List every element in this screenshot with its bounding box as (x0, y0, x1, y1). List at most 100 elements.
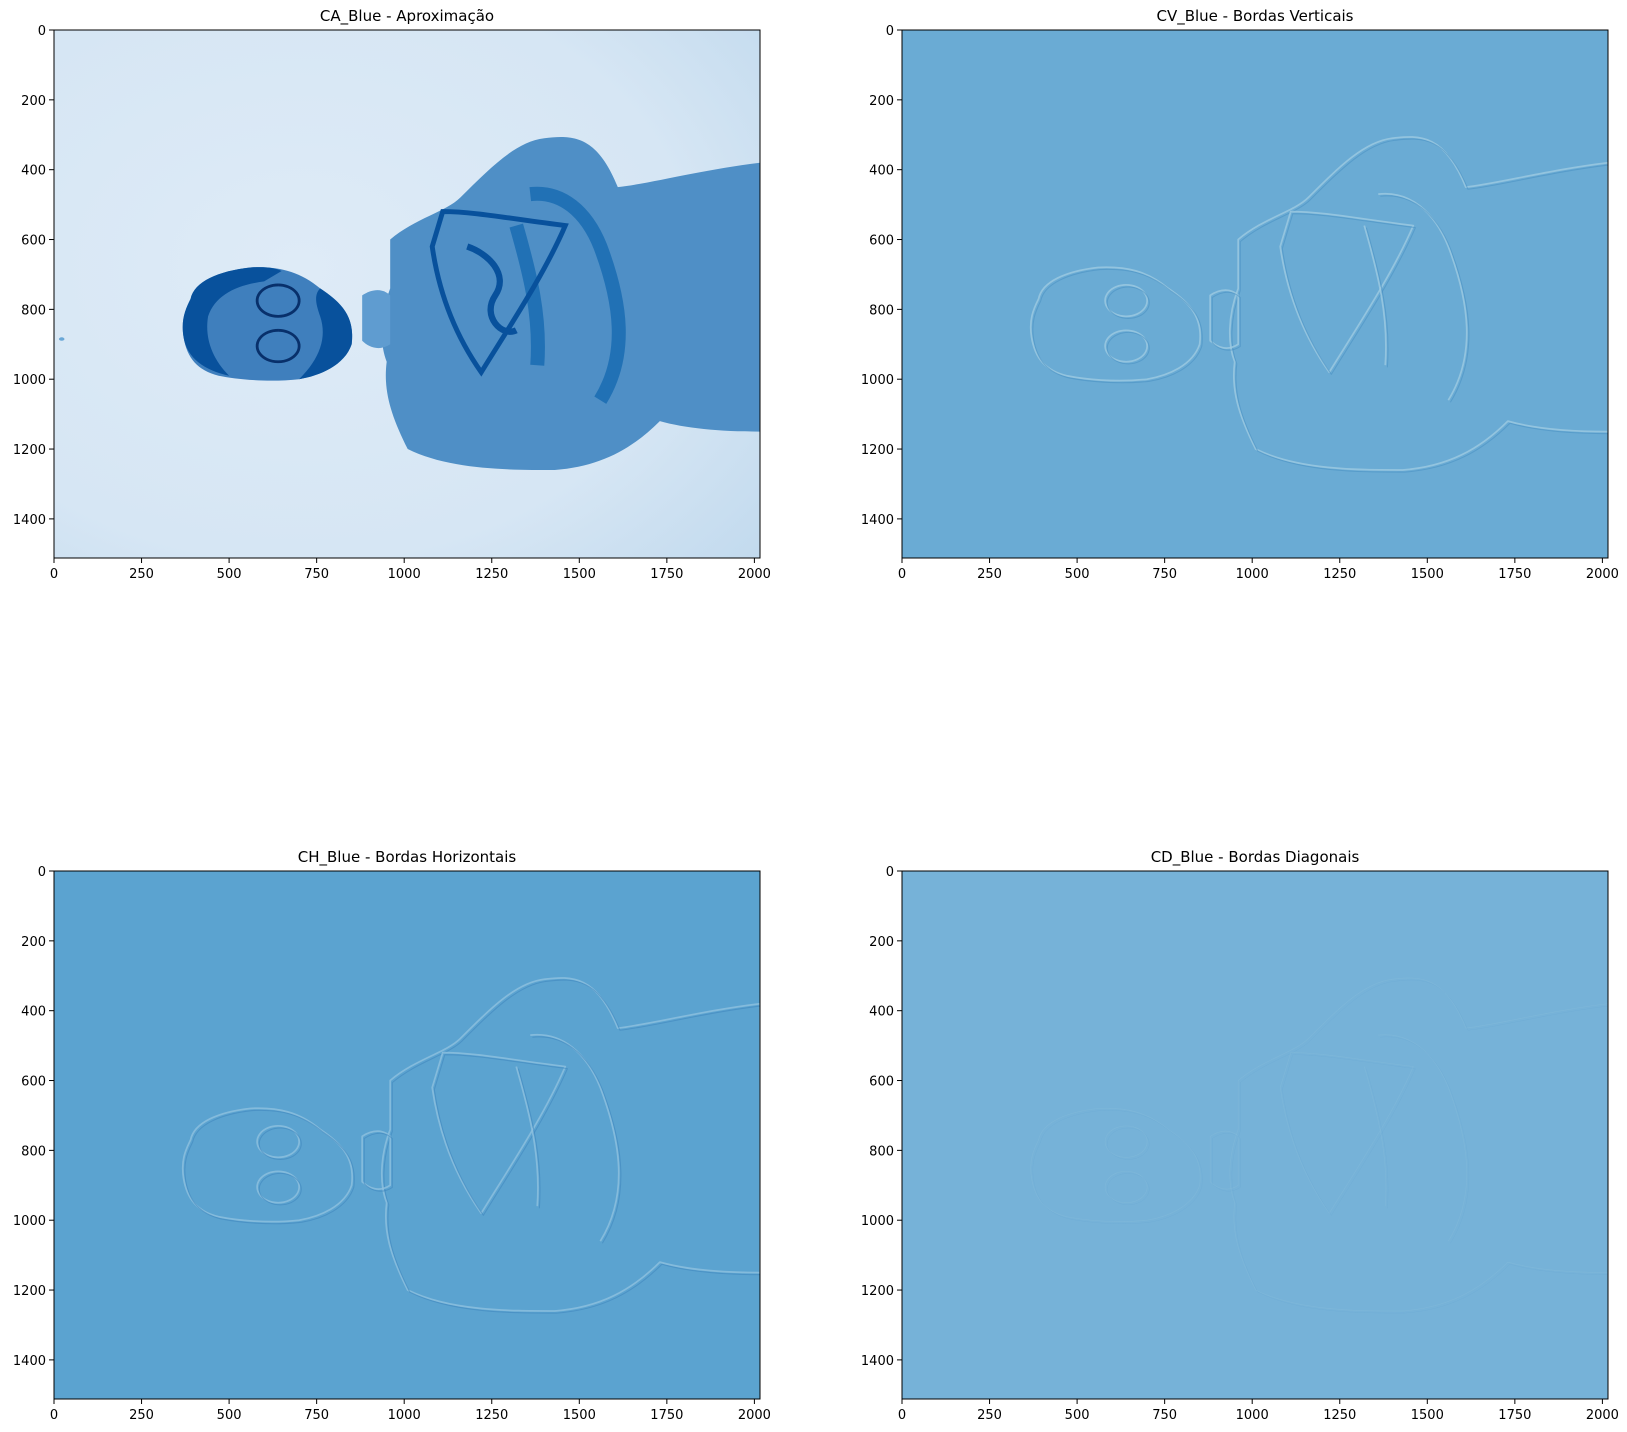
subplot-title: CA_Blue - Aproximação (320, 7, 494, 26)
edge-body (1229, 977, 1608, 1312)
image-area (54, 871, 760, 1399)
edge-neck (361, 1130, 392, 1190)
edge-body (380, 977, 760, 1312)
edge-glasses (1104, 1125, 1148, 1204)
axes-frame (53, 29, 761, 559)
x-tick-label: 1250 (1323, 1408, 1356, 1423)
y-tick-label: 400 (21, 1005, 46, 1020)
y-tick-label: 800 (21, 303, 46, 318)
y-tick-label: 1200 (13, 443, 46, 458)
y-tick-label: 0 (886, 24, 894, 39)
y-tick-label: 200 (21, 935, 46, 950)
y-tick-label: 0 (38, 24, 46, 39)
x-tick-label: 1750 (650, 567, 683, 582)
x-tick-label: 1000 (388, 1408, 421, 1423)
y-tick-label: 1400 (13, 1354, 46, 1369)
x-tick-label: 1000 (388, 567, 421, 582)
image-area (902, 871, 1608, 1399)
y-tick-label: 0 (38, 865, 46, 880)
x-tick-label: 750 (304, 1408, 329, 1423)
subject-neck (362, 290, 391, 349)
subject-arms (509, 186, 626, 404)
y-tick-label: 800 (21, 1144, 46, 1159)
subplot-diagonal-edges: 0 250 500 750 1000 1250 1500 1750 2000 0 200 400 600… (861, 848, 1619, 1423)
axes-frame (901, 870, 1609, 1400)
edge-face (1030, 1107, 1201, 1223)
x-tick-label: 1000 (1236, 567, 1269, 582)
axes-frame (53, 870, 761, 1400)
x-tick-label: 500 (1065, 567, 1090, 582)
x-tick-label: 1250 (1323, 567, 1356, 582)
edge-emblem (1279, 210, 1415, 374)
subplot-vertical-edges: 0 250 500 750 1000 1250 1500 1750 2000 0 200 400 600… (861, 7, 1619, 582)
x-tick-label: 500 (217, 1408, 242, 1423)
x-tick-label: 1750 (1498, 1408, 1531, 1423)
x-tick-label: 250 (977, 1408, 1002, 1423)
y-tick-label: 200 (21, 94, 46, 109)
image-background (902, 871, 1608, 1399)
edge-arms (1363, 192, 1468, 401)
axes-frame (901, 29, 1609, 559)
edge-face (181, 1107, 354, 1223)
x-tick-label: 1000 (1236, 1408, 1269, 1423)
x-tick-label: 250 (129, 1408, 154, 1423)
edge-face (1029, 266, 1202, 382)
y-tick-label: 800 (869, 1144, 894, 1159)
y-tick-label: 600 (21, 234, 46, 249)
y-tick-label: 0 (886, 865, 894, 880)
subplot-approximation: 0 250 500 750 1000 1250 1500 1750 2000 0 200 400 600… (13, 7, 771, 582)
y-tick-label: 400 (869, 164, 894, 179)
y-tick-label: 1400 (861, 1354, 894, 1369)
x-tick-label: 250 (129, 567, 154, 582)
y-tick-label: 600 (869, 1075, 894, 1090)
edge-emblem (1279, 1052, 1414, 1214)
image-background (54, 871, 760, 1399)
x-tick-label: 1750 (1498, 567, 1531, 582)
x-tick-label: 2000 (1586, 567, 1619, 582)
x-tick-label: 750 (1152, 1408, 1177, 1423)
edge-body (1228, 136, 1608, 471)
y-tick-label: 200 (869, 94, 894, 109)
x-tick-label: 1500 (563, 1408, 596, 1423)
y-tick-label: 1000 (13, 1214, 46, 1229)
x-tick-label: 1250 (475, 567, 508, 582)
x-tick-label: 250 (977, 567, 1002, 582)
edge-neck (1209, 289, 1240, 349)
edge-arms (1363, 1034, 1468, 1242)
subplot-title: CV_Blue - Bordas Verticais (1156, 7, 1353, 26)
subject-shirt (381, 136, 760, 470)
x-tick-label: 750 (304, 567, 329, 582)
small-speck (58, 337, 65, 341)
image-area (54, 30, 760, 558)
x-tick-label: 2000 (1586, 1408, 1619, 1423)
image-background (902, 30, 1608, 558)
x-tick-label: 2000 (738, 567, 771, 582)
image-area (902, 30, 1608, 558)
y-tick-label: 1000 (13, 373, 46, 388)
y-tick-label: 800 (869, 303, 894, 318)
subject-hair (182, 267, 282, 376)
subject-face (182, 267, 353, 381)
y-tick-label: 400 (869, 1005, 894, 1020)
subplot-title: CD_Blue - Bordas Diagonais (1151, 848, 1360, 867)
x-tick-label: 500 (1065, 1408, 1090, 1423)
edge-arms (515, 1033, 620, 1242)
y-tick-label: 1200 (861, 1284, 894, 1299)
x-tick-label: 1750 (650, 1408, 683, 1423)
x-tick-label: 1500 (563, 567, 596, 582)
subplot-title: CH_Blue - Bordas Horizontais (298, 848, 517, 867)
subplot-horizontal-edges: 0 250 500 750 1000 1250 1500 1750 2000 0 200 400 600… (13, 848, 771, 1423)
x-tick-label: 750 (1152, 567, 1177, 582)
x-tick-label: 0 (50, 1408, 58, 1423)
x-tick-label: 1500 (1411, 1408, 1444, 1423)
y-tick-label: 600 (869, 234, 894, 249)
y-tick-label: 1000 (861, 1214, 894, 1229)
y-tick-label: 200 (869, 935, 894, 950)
y-tick-label: 1000 (861, 373, 894, 388)
x-tick-label: 1250 (475, 1408, 508, 1423)
y-tick-label: 1400 (861, 513, 894, 528)
subject-emblem (429, 209, 569, 377)
x-tick-label: 0 (898, 1408, 906, 1423)
edge-neck (1209, 1130, 1239, 1190)
